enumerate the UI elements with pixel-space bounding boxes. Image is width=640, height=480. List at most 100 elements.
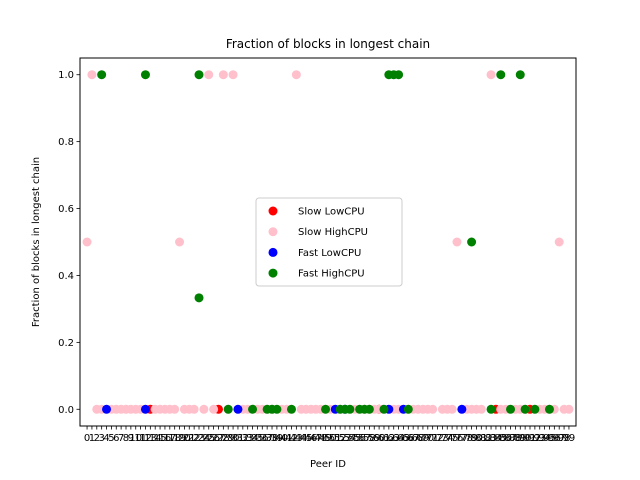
- x-tick-label: 67: [407, 433, 420, 444]
- x-tick-label: 34: [246, 433, 259, 444]
- x-tick-label: 14: [149, 433, 162, 444]
- scatter-point-series-1: [564, 404, 574, 414]
- x-tick-label: 6: [113, 433, 119, 444]
- x-tick-label: 19: [173, 433, 186, 444]
- x-tick-label: 18: [168, 433, 181, 444]
- x-tick-label: 29: [222, 433, 235, 444]
- x-tick-label: 22: [188, 433, 201, 444]
- x-tick-label: 4: [103, 433, 109, 444]
- y-axis: 0.0 0.2 0.4 0.6 0.8 1.0: [58, 70, 80, 416]
- scatter-point-series-1: [452, 237, 462, 247]
- scatter-point-series-3: [194, 70, 204, 80]
- scatter-point-series-2: [457, 404, 467, 414]
- scatter-point-series-3: [520, 404, 530, 414]
- y-tick-label: 0.6: [58, 204, 74, 215]
- x-tick-label: 36: [256, 433, 269, 444]
- scatter-point-series-3: [140, 70, 150, 80]
- scatter-point-series-1: [199, 404, 209, 414]
- x-tick-label: 0: [84, 433, 90, 444]
- x-tick-label: 65: [397, 433, 410, 444]
- x-tick-label: 60: [373, 433, 386, 444]
- x-tick-label: 69: [417, 433, 430, 444]
- x-tick-label: 97: [553, 433, 566, 444]
- scatter-point-series-3: [530, 404, 540, 414]
- x-tick-label: 82: [480, 433, 493, 444]
- legend: Slow LowCPU Slow HighCPU Fast LowCPU Fast H…: [255, 197, 403, 287]
- x-tick-label: 74: [441, 433, 454, 444]
- x-tick-label: 68: [412, 433, 425, 444]
- scatter-point-series-1: [209, 404, 219, 414]
- x-tick-label: 55: [348, 433, 361, 444]
- scatter-point-series-3: [194, 293, 204, 303]
- x-tick-label: 59: [368, 433, 381, 444]
- x-tick-label: 79: [465, 433, 478, 444]
- x-tick-label: 61: [378, 433, 391, 444]
- x-tick-label: 96: [548, 433, 561, 444]
- scatter-point-series-3: [248, 404, 258, 414]
- scatter-point-series-1: [204, 70, 214, 80]
- x-tick-label: 45: [300, 433, 313, 444]
- x-tick-label: 56: [353, 433, 366, 444]
- x-tick-label: 84: [490, 433, 503, 444]
- x-tick-label: 20: [178, 433, 191, 444]
- x-tick-label: 5: [108, 433, 114, 444]
- x-tick-label: 21: [183, 433, 196, 444]
- scatter-point-series-1: [175, 237, 185, 247]
- x-tick-label: 28: [217, 433, 230, 444]
- scatter-point-series-2: [102, 404, 112, 414]
- x-tick-label: 62: [382, 433, 395, 444]
- legend-marker: [268, 268, 278, 278]
- scatter-point-series-3: [394, 70, 404, 80]
- x-tick-label: 63: [387, 433, 400, 444]
- x-tick-label: 81: [475, 433, 488, 444]
- legend-marker: [268, 227, 278, 237]
- x-tick-label: 70: [421, 433, 434, 444]
- plot-frame: [79, 57, 577, 427]
- x-tick-label: 31: [232, 433, 245, 444]
- x-axis: 0123456789101112131415161718192021222324…: [84, 426, 575, 444]
- x-tick-label: 85: [494, 433, 507, 444]
- x-tick-label: 58: [363, 433, 376, 444]
- scatter-point-series-3: [403, 404, 413, 414]
- x-tick-label: 26: [207, 433, 220, 444]
- x-tick-label: 23: [193, 433, 206, 444]
- legend-label: Slow LowCPU: [298, 207, 365, 218]
- x-tick-label: 64: [392, 433, 405, 444]
- x-tick-label: 8: [123, 433, 129, 444]
- x-tick-label: 91: [524, 433, 537, 444]
- y-tick-label: 1.0: [58, 70, 74, 81]
- scatter-point-series-3: [379, 404, 389, 414]
- scatter-point-series-3: [506, 404, 516, 414]
- y-tick-label: 0.4: [58, 271, 74, 282]
- scatter-point-series-1: [82, 237, 92, 247]
- x-tick-label: 12: [139, 433, 152, 444]
- scatter-point-series-1: [218, 70, 228, 80]
- x-tick-label: 13: [144, 433, 157, 444]
- x-tick-label: 86: [499, 433, 512, 444]
- scatter-point-series-2: [140, 404, 150, 414]
- x-tick-label: 72: [431, 433, 444, 444]
- x-tick-label: 95: [543, 433, 556, 444]
- x-tick-label: 78: [460, 433, 473, 444]
- scatter-point-series-1: [476, 404, 486, 414]
- x-tick-label: 10: [129, 433, 142, 444]
- x-tick-label: 38: [266, 433, 279, 444]
- data-points: [82, 70, 574, 414]
- x-tick-label: 46: [305, 433, 318, 444]
- x-tick-label: 57: [358, 433, 371, 444]
- legend-marker: [268, 247, 278, 257]
- x-tick-label: 17: [163, 433, 176, 444]
- scatter-point-series-3: [544, 404, 554, 414]
- scatter-point-series-2: [233, 404, 243, 414]
- x-tick-label: 9: [128, 433, 134, 444]
- x-tick-label: 43: [290, 433, 303, 444]
- x-tick-label: 1: [89, 433, 95, 444]
- scatter-point-series-1: [228, 70, 238, 80]
- legend-marker: [268, 206, 278, 216]
- x-tick-label: 80: [470, 433, 483, 444]
- scatter-point-series-3: [364, 404, 374, 414]
- x-tick-label: 94: [538, 433, 551, 444]
- x-tick-label: 87: [504, 433, 517, 444]
- scatter-point-series-3: [486, 404, 496, 414]
